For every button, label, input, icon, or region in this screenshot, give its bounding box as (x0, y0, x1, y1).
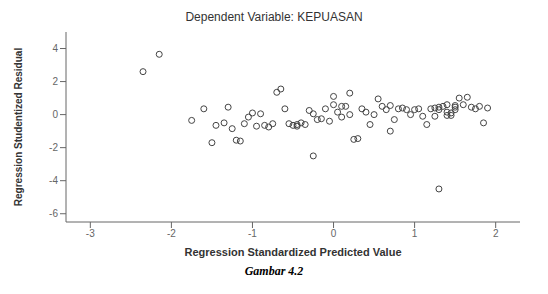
html-text:Dependent Variable: KEPUASAN: Dependent Variable: KEPUASAN (185, 10, 363, 24)
svg-text:2: 2 (52, 76, 58, 87)
svg-text:-3: -3 (86, 228, 95, 239)
svg-text:0: 0 (331, 228, 337, 239)
svg-text:0: 0 (52, 109, 58, 120)
html-text:Gambar 4.2: Gambar 4.2 (244, 264, 304, 278)
svg-text:-1: -1 (248, 228, 257, 239)
svg-text:-2: -2 (167, 228, 176, 239)
svg-text:1: 1 (412, 228, 418, 239)
svg-text:-2: -2 (49, 142, 58, 153)
svg-text:4: 4 (52, 43, 58, 54)
svg-text:Regression Standardized Predic: Regression Standardized Predicted Value (184, 246, 401, 258)
svg-text:Regression Studentized Residua: Regression Studentized Residual (13, 48, 24, 207)
svg-text:-4: -4 (49, 175, 58, 186)
svg-text:-6: -6 (49, 208, 58, 219)
svg-text:2: 2 (493, 228, 499, 239)
